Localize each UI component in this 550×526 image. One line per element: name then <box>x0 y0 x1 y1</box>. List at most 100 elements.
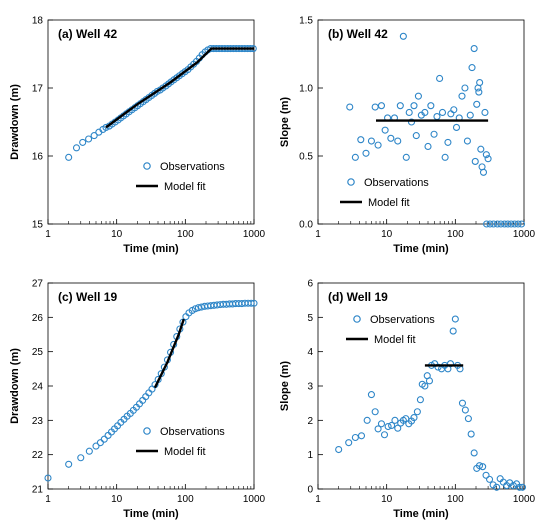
observation-point <box>380 431 389 439</box>
x-tick-label: 100 <box>177 494 194 505</box>
observation-point <box>367 137 375 145</box>
observation-point <box>388 421 396 430</box>
model-fit-line <box>153 318 185 389</box>
observation-point <box>449 327 457 335</box>
observation-point <box>357 136 365 144</box>
observation-point <box>407 118 416 126</box>
y-tick-label: 1.5 <box>299 16 313 27</box>
y-tick-label: 24 <box>32 382 44 393</box>
legend-observations-label: Observations <box>160 426 225 438</box>
observation-point <box>511 220 519 228</box>
legend-observations-marker <box>347 178 355 186</box>
x-tick-label: 1 <box>315 229 321 240</box>
observation-point <box>482 151 490 159</box>
legend-model-fit-label: Model fit <box>164 446 206 458</box>
observation-point <box>191 305 199 313</box>
x-tick-label: 100 <box>447 229 464 240</box>
observation-points <box>65 45 257 161</box>
x-axis-ticks: 1 10 100 1000 <box>315 484 536 505</box>
x-tick-label: 10 <box>111 494 123 505</box>
observation-point <box>384 422 392 431</box>
observation-point <box>486 220 494 228</box>
observation-point <box>412 132 420 140</box>
observation-point <box>79 138 87 146</box>
observation-point <box>371 103 379 111</box>
y-tick-label: 23 <box>32 416 44 427</box>
observation-point <box>517 220 526 228</box>
observation-point <box>102 123 110 131</box>
observation-point <box>335 445 343 454</box>
observation-point <box>464 415 472 423</box>
observation-point <box>402 153 410 161</box>
observation-point <box>489 220 498 228</box>
observation-point <box>405 108 413 117</box>
x-axis-label: Time (min) <box>123 508 179 520</box>
legend-model-fit-label: Model fit <box>368 197 410 209</box>
observation-point <box>434 363 442 371</box>
legend-observations-marker <box>143 162 151 170</box>
panel-title: (c) Well 19 <box>58 290 117 304</box>
observation-point <box>362 149 370 157</box>
observation-point <box>467 430 475 438</box>
observation-point <box>436 74 444 83</box>
panel-title: (a) Well 42 <box>58 27 117 41</box>
observation-point <box>399 32 407 40</box>
x-tick-label: 1 <box>45 229 51 240</box>
observation-point <box>476 79 484 87</box>
observation-point <box>374 425 382 433</box>
y-tick-label: 18 <box>32 16 44 27</box>
observation-point <box>450 106 458 114</box>
y-tick-label: 15 <box>32 220 44 231</box>
observation-point <box>377 420 386 428</box>
observation-point <box>346 103 354 111</box>
y-axis-ticks: 21 22 23 24 25 26 27 <box>32 279 53 496</box>
observation-point <box>250 299 258 307</box>
observation-points <box>346 32 526 228</box>
observation-point <box>77 454 85 462</box>
legend-model-fit-label: Model fit <box>374 334 416 346</box>
legend-observations-marker <box>353 315 361 323</box>
observation-point <box>85 447 93 455</box>
y-tick-label: 25 <box>32 347 44 358</box>
x-axis-label: Time (min) <box>393 508 449 520</box>
observation-point <box>493 220 501 228</box>
observation-point <box>413 408 421 416</box>
legend: Observations Model fit <box>136 161 225 193</box>
x-tick-label: 1 <box>45 494 51 505</box>
y-tick-label: 26 <box>32 313 44 324</box>
observation-point <box>470 45 478 53</box>
observation-point <box>446 360 455 368</box>
panel-a-well-42: 1 10 100 1000 15 16 17 18 (a) Well 42 Time (mi… <box>9 16 266 256</box>
legend: Observations Model fit <box>346 314 435 346</box>
observation-point <box>374 141 382 149</box>
observation-point <box>463 137 471 145</box>
grid <box>338 486 522 489</box>
x-tick-label: 1000 <box>243 229 266 240</box>
observation-point <box>518 483 527 491</box>
panel-title: (d) Well 19 <box>328 290 388 304</box>
observation-points <box>44 299 258 482</box>
observation-point <box>433 113 441 121</box>
observation-point <box>367 391 375 399</box>
observation-point <box>377 102 386 110</box>
y-tick-label: 3 <box>307 382 313 393</box>
observation-point <box>430 130 438 138</box>
x-axis-ticks: 1 10 100 1000 <box>45 484 266 505</box>
grid <box>68 221 252 224</box>
observation-point <box>500 220 509 228</box>
x-tick-label: 100 <box>177 229 194 240</box>
observation-point <box>391 416 399 424</box>
y-tick-label: 0.5 <box>299 152 313 163</box>
observation-point <box>394 137 402 145</box>
y-tick-label: 0 <box>307 485 313 496</box>
x-axis-label: Time (min) <box>123 243 179 255</box>
y-axis-label: Slope (m) <box>279 361 291 411</box>
observation-point <box>371 408 379 416</box>
y-axis-ticks: 0.0 0.5 1.0 1.5 <box>299 16 323 231</box>
observation-point <box>458 399 467 407</box>
y-tick-label: 2 <box>307 416 313 427</box>
panel-c-well-19: 1 10 100 1000 21 22 23 24 25 26 27 (c) Well 19 Ti… <box>9 279 266 521</box>
model-fit-line <box>105 47 254 129</box>
